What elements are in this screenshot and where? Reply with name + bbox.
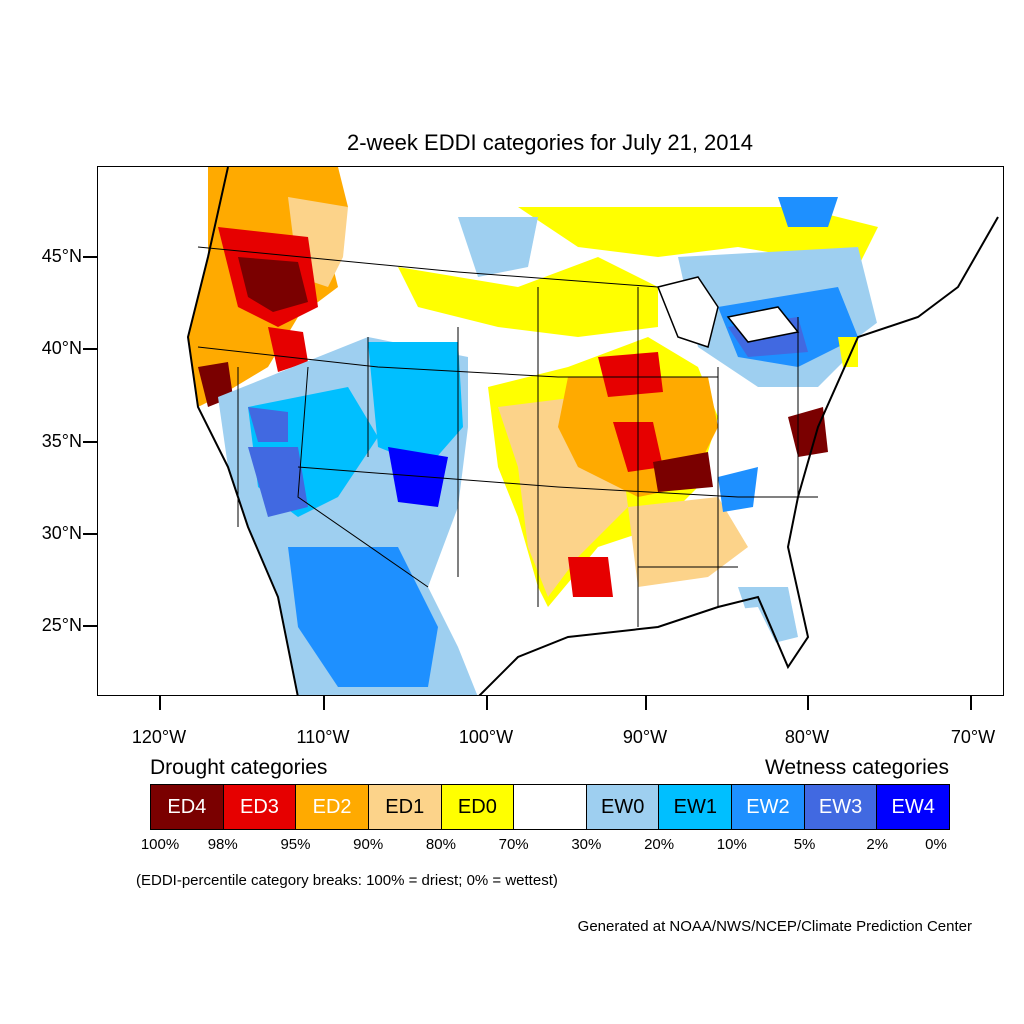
lon-tick bbox=[645, 696, 647, 710]
lat-label: 30°N bbox=[41, 523, 82, 543]
percentile-label: 95% bbox=[280, 836, 311, 853]
lon-tick bbox=[159, 696, 161, 710]
region-sw-blue2 bbox=[248, 407, 288, 442]
lat-label: 35°N bbox=[41, 431, 82, 451]
lon-tick bbox=[486, 696, 488, 710]
lon-label: 110°W bbox=[296, 727, 350, 747]
percentile-label: 70% bbox=[498, 836, 529, 853]
legend-cell-neutral bbox=[514, 785, 587, 829]
legend-cell-ew2: EW2 bbox=[732, 785, 805, 829]
lat-label: 25°N bbox=[41, 615, 82, 635]
legend-cell-ed0: ED0 bbox=[441, 785, 515, 829]
lon-tick bbox=[807, 696, 809, 710]
region-sw-dark bbox=[248, 447, 308, 517]
region-nw-dark bbox=[238, 257, 308, 312]
lon-label: 120°W bbox=[131, 727, 187, 747]
percentile-label: 30% bbox=[571, 836, 602, 853]
region-sw-mid2 bbox=[368, 342, 463, 467]
region-north-yellow bbox=[398, 257, 658, 337]
coastline bbox=[186, 167, 999, 695]
map-canvas bbox=[98, 167, 1003, 695]
lat-tick bbox=[83, 348, 97, 350]
lat-label: 40°N bbox=[41, 338, 82, 358]
lon-label: 90°W bbox=[622, 727, 668, 747]
legend-colorbar: ED4 ED3 ED2 ED1 ED0 EW0 EW1 EW2 EW3 EW4 bbox=[150, 784, 950, 830]
region-se-blue bbox=[718, 467, 758, 512]
percentile-label: 100% bbox=[140, 836, 180, 853]
percentile-label: 20% bbox=[644, 836, 675, 853]
legend-cell-ed3: ED3 bbox=[223, 785, 297, 829]
percentile-label: 80% bbox=[425, 836, 456, 853]
region-canada-blue2 bbox=[778, 197, 838, 227]
region-south-orange bbox=[568, 557, 613, 597]
percentile-label: 10% bbox=[716, 836, 747, 853]
percentile-label: 0% bbox=[925, 836, 947, 853]
map-title: 2-week EDDI categories for July 21, 2014 bbox=[347, 130, 753, 155]
percentile-label: 5% bbox=[793, 836, 816, 853]
region-midwest-red bbox=[598, 352, 663, 397]
percentile-label: 2% bbox=[866, 836, 889, 853]
state-borders bbox=[197, 246, 818, 627]
lon-tick bbox=[970, 696, 972, 710]
region-sw-blue bbox=[388, 447, 448, 507]
lon-label: 100°W bbox=[458, 727, 514, 747]
region-nw-red2 bbox=[268, 327, 308, 372]
lat-tick bbox=[83, 256, 97, 258]
lat-label: 45°N bbox=[41, 246, 82, 266]
region-sw-mid3 bbox=[288, 547, 438, 687]
percentile-label: 90% bbox=[353, 836, 384, 853]
region-canada-blue bbox=[458, 217, 538, 277]
legend-cell-ew3: EW3 bbox=[804, 785, 878, 829]
percentile-label: 98% bbox=[207, 836, 238, 853]
wetness-heading: Wetness categories bbox=[764, 756, 949, 779]
lat-tick bbox=[83, 533, 97, 535]
region-ky-red bbox=[653, 452, 713, 492]
legend-cell-ew0: EW0 bbox=[586, 785, 660, 829]
drought-heading: Drought categories bbox=[150, 756, 328, 779]
legend-cell-ed1: ED1 bbox=[368, 785, 442, 829]
legend-cell-ew1: EW1 bbox=[659, 785, 733, 829]
ocean-atlantic bbox=[798, 267, 1003, 695]
lat-tick bbox=[83, 625, 97, 627]
lon-label: 70°W bbox=[950, 727, 996, 747]
credit-line: Generated at NOAA/NWS/NCEP/Climate Predi… bbox=[577, 918, 972, 935]
lat-tick bbox=[83, 441, 97, 443]
legend-cell-ed2: ED2 bbox=[296, 785, 369, 829]
legend-cell-ed4: ED4 bbox=[151, 785, 224, 829]
lon-tick bbox=[323, 696, 325, 710]
ocean-gulf bbox=[499, 607, 816, 695]
lon-label: 80°W bbox=[784, 727, 830, 747]
eddi-map bbox=[97, 166, 1004, 696]
legend-cell-ew4: EW4 bbox=[877, 785, 950, 829]
great-lakes bbox=[656, 276, 800, 348]
category-note: (EDDI-percentile category breaks: 100% =… bbox=[136, 872, 558, 889]
